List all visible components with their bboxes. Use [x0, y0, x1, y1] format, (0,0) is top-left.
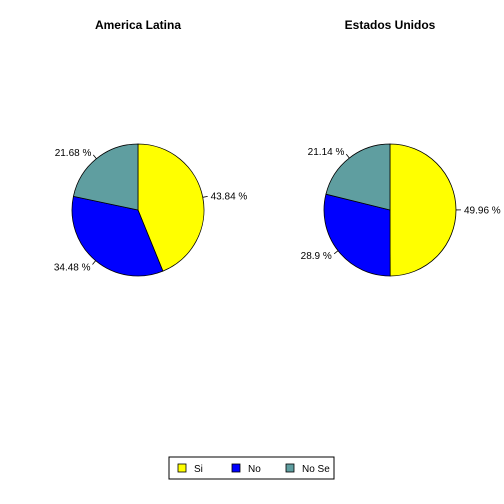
legend-label-no-se: No Se — [302, 464, 330, 475]
pie-america-latina: America Latina 43.84 % 34.48 % 21.68 % — [54, 18, 248, 277]
label-tick-no — [333, 250, 339, 255]
slice-label-no: 34.48 % — [54, 262, 91, 273]
slice-label-no-se: 21.68 % — [55, 148, 92, 159]
slice-label-si: 43.84 % — [211, 191, 248, 202]
slice-label-si: 49.96 % — [464, 205, 501, 216]
chart-title-america-latina: America Latina — [95, 18, 181, 32]
legend-swatch-no-se — [285, 463, 295, 473]
pie-slice-no-se — [325, 143, 391, 211]
legend-box — [168, 456, 335, 480]
slice-label-no: 28.9 % — [301, 251, 332, 262]
label-tick-no — [92, 260, 96, 265]
legend-label-no: No — [248, 464, 261, 475]
pie-slice-no-se — [72, 143, 139, 211]
pie-slice-si — [137, 143, 205, 272]
pie-estados-unidos: Estados Unidos 49.96 % 28.9 % 21.14 % — [301, 18, 501, 277]
slice-label-no-se: 21.14 % — [308, 147, 345, 158]
legend: Si No No Se — [168, 456, 335, 480]
label-tick-si — [202, 195, 208, 198]
pie-slice-si — [389, 143, 457, 277]
legend-swatch-no — [231, 463, 241, 473]
chart-title-estados-unidos: Estados Unidos — [345, 18, 436, 32]
label-tick-no-se — [92, 154, 97, 159]
legend-label-si: Si — [194, 464, 203, 475]
label-tick-no-se — [345, 153, 350, 159]
legend-swatch-si — [177, 463, 187, 473]
pie-slice-no — [323, 193, 391, 277]
